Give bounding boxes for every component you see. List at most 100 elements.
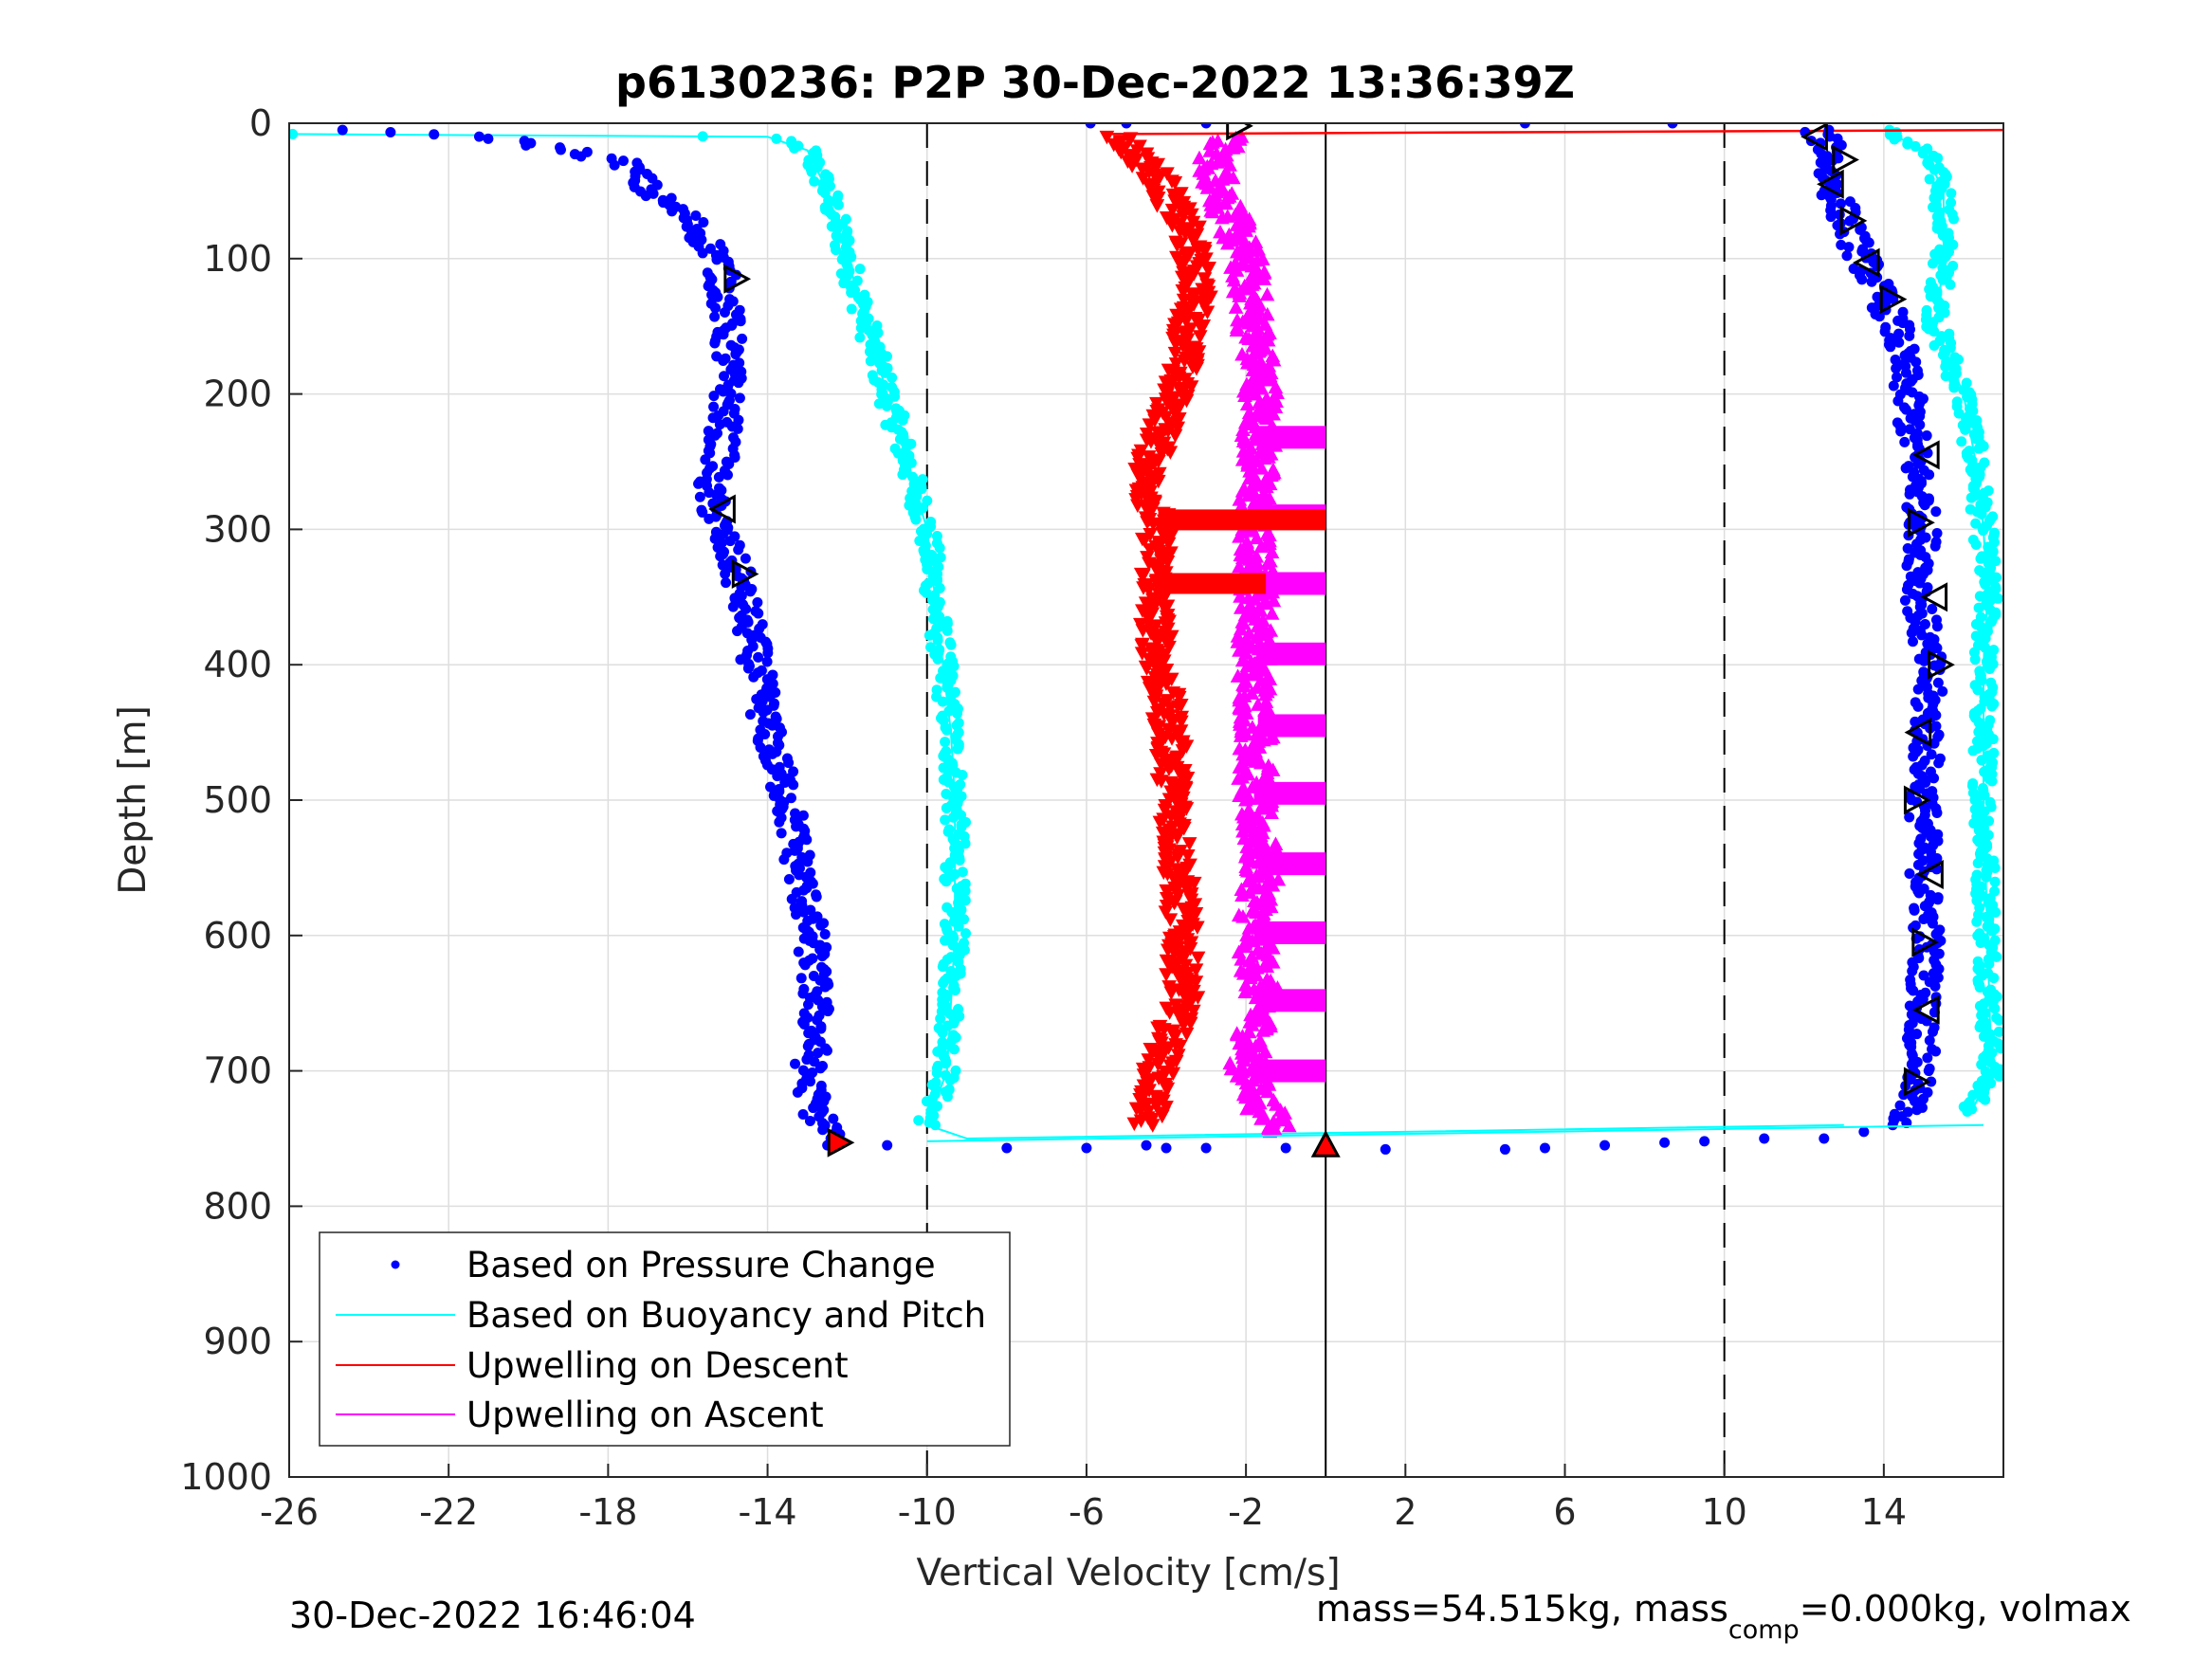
upwelling-descent-point [1167,428,1183,444]
buoyancy-pitch-point [1932,153,1944,164]
buoyancy-pitch-point [809,175,820,187]
legend-box [319,1231,1011,1447]
buoyancy-pitch-point [935,1012,946,1024]
pressure-change-point [734,612,745,624]
upwelling-ascent-point [1242,281,1257,296]
pressure-change-point [802,1041,814,1052]
x-tick-label: -2 [1228,1491,1264,1533]
pressure-change-point [772,771,783,782]
pressure-change-point [730,349,741,360]
pressure-change-point [790,1058,801,1069]
pressure-change-point [828,1113,839,1124]
upwelling-ascent-point [1240,873,1256,888]
pressure-change-point [1759,1133,1770,1144]
buoyancy-pitch-point [1975,553,1986,564]
upwelling-ascent-point [1255,1023,1271,1037]
pressure-change-point [791,909,802,921]
pressure-change-point [815,920,827,931]
buoyancy-pitch-point [1983,663,1995,674]
pressure-change-point [1898,1089,1910,1101]
footer-timestamp: 30-Dec-2022 16:46:04 [289,1595,696,1636]
y-tick-label: 0 [249,102,272,144]
buoyancy-pitch-point [1995,1043,2003,1054]
upwelling-ascent-point [1252,881,1267,895]
buoyancy-pitch-point [952,708,963,720]
upwelling-ascent-point [1258,410,1274,426]
pressure-change-point [1892,395,1904,407]
buoyancy-pitch-point [1991,951,2002,962]
pressure-change-point [1909,904,1920,916]
upwelling-descent-point [1185,1004,1201,1019]
upwelling-descent-point [1154,1109,1170,1124]
pressure-change-point [718,529,729,540]
pressure-change-point [709,311,721,322]
pressure-change-point [797,1109,809,1121]
upwelling-ascent-point [1264,805,1279,819]
upwelling-ascent-point [1192,150,1207,165]
buoyancy-pitch-point [697,131,708,142]
pressure-change-point [815,1023,827,1034]
buoyancy-pitch-point [1973,443,1984,454]
buoyancy-pitch-point [940,814,951,826]
buoyancy-pitch-point [1986,775,1998,787]
pressure-change-point [667,206,678,217]
buoyancy-pitch-point [941,876,952,887]
y-tick-label: 200 [203,374,272,415]
pressure-change-point [816,951,828,962]
pressure-change-point [609,159,620,171]
pressure-change-point [1499,1143,1510,1155]
pressure-change-point [821,1045,832,1056]
upwelling-descent-point [1158,905,1174,920]
upwelling-descent-point [1193,320,1209,336]
buoyancy-pitch-point [1990,906,2002,918]
buoyancy-pitch-point [1993,1026,2003,1037]
pressure-change-point [1900,463,1911,474]
x-tick-label: 14 [1861,1491,1907,1533]
upwelling-ascent-point [1262,372,1278,387]
buoyancy-pitch-point [945,639,957,650]
upwelling-ascent-point [1240,487,1256,502]
buoyancy-pitch-point [771,133,782,144]
pressure-change-point [1141,1139,1152,1151]
upwelling-descent-point [1172,1039,1188,1054]
pressure-change-point [1911,1029,1923,1040]
x-tick-label: -18 [578,1491,637,1533]
upwelling-descent-point [1179,848,1196,864]
pressure-change-point [804,1115,815,1126]
pressure-change-point [792,1086,803,1098]
pressure-change-point [1904,811,1915,823]
pressure-change-point [704,513,715,524]
pressure-change-point [708,391,720,402]
pressure-change-point [733,414,744,426]
footer-params-subscript: comp [1728,1615,1800,1645]
upwelling-descent-series [1099,128,2003,1133]
upwelling-ascent-point [1218,195,1234,210]
buoyancy-pitch-point [910,514,922,525]
pressure-change-point [1539,1142,1550,1154]
upwelling-descent-point [1126,1117,1143,1132]
pressure-change-point [767,748,778,759]
upwelling-ascent-point [1234,887,1250,902]
upwelling-ascent-point [1266,407,1281,421]
pressure-change-point [748,671,759,683]
pressure-change-point [1200,123,1212,129]
pressure-change-point [1932,677,1944,688]
buoyancy-pitch-point [940,935,951,946]
upwelling-descent-point [1181,837,1197,851]
pressure-change-point [1843,242,1855,253]
buoyancy-pitch-point [1972,858,1983,869]
upwelling-ascent-point [1223,1061,1239,1076]
buoyancy-pitch-point [957,769,968,780]
event-markers [708,123,1955,1158]
pressure-change-point [1121,123,1132,129]
buoyancy-pitch-point [1889,134,1900,145]
pressure-change-point [1904,867,1915,879]
buoyancy-pitch-point [1988,973,2000,984]
pressure-change-point [719,307,730,319]
pressure-change-point [1904,424,1915,435]
upwelling-descent-point [1171,690,1187,705]
pressure-change-point [1933,757,1945,769]
pressure-change-point [720,568,731,579]
pressure-change-point [709,337,721,349]
upwelling-descent-point [1162,913,1179,927]
